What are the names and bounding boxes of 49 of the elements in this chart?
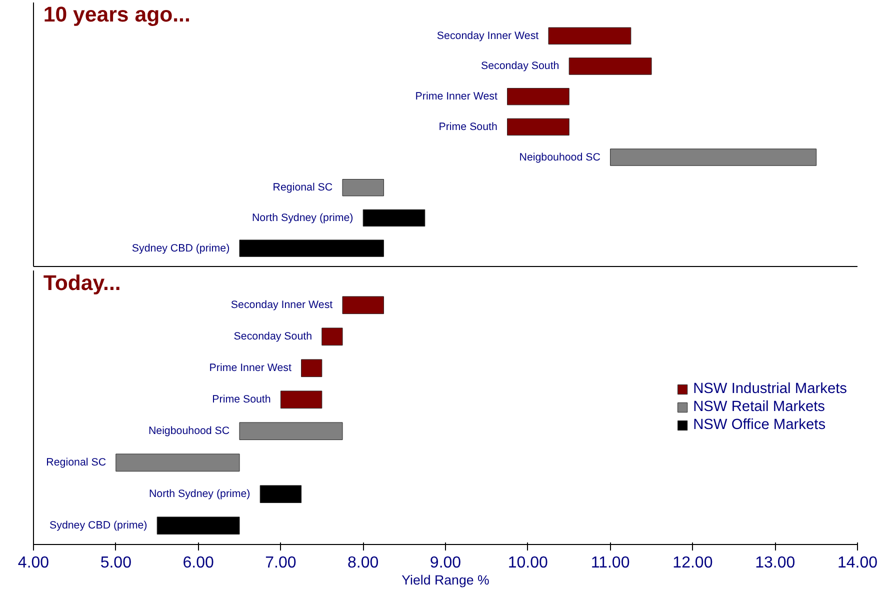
chart-title: Today... — [43, 271, 121, 296]
category-label: Seconday South — [234, 330, 312, 343]
category-label: Prime South — [212, 394, 271, 406]
bar — [116, 454, 240, 472]
category-label: Prime South — [438, 120, 498, 133]
category-label: Seconday Inner West — [230, 299, 333, 312]
bar — [280, 390, 322, 409]
category-label: Sydney CBD (prime) — [50, 520, 148, 532]
x-tick-label: 6.00 — [182, 554, 214, 572]
x-tick-label: 10.00 — [508, 554, 548, 572]
legend-label: NSW Retail Markets — [693, 399, 825, 415]
category-label: Seconday Inner West — [436, 30, 539, 42]
x-tick-label: 7.00 — [265, 554, 296, 572]
bar — [156, 516, 240, 535]
bar — [362, 209, 426, 227]
category-label: North Sydney (prime) — [148, 488, 250, 500]
category-label: Sydney CBD (prime) — [132, 242, 230, 254]
category-label: Seconday South — [481, 60, 560, 72]
bar — [260, 485, 302, 504]
bar — [342, 179, 384, 196]
x-tick-label: 4.00 — [18, 554, 50, 572]
x-tick-label: 13.00 — [755, 554, 796, 572]
category-label: Regional SC — [272, 182, 333, 194]
x-tick-label: 12.00 — [672, 554, 713, 572]
category-label: Neigbouhood SC — [519, 151, 600, 164]
x-tick-label: 8.00 — [348, 554, 379, 572]
x-tick-label: 9.00 — [430, 554, 462, 572]
bar — [568, 58, 652, 75]
bar — [322, 328, 343, 346]
x-tick-label: 11.00 — [590, 554, 630, 572]
legend-label: NSW Office Markets — [693, 417, 826, 433]
bar — [507, 118, 570, 136]
bar — [610, 148, 817, 166]
bar — [342, 296, 384, 314]
bar — [548, 27, 632, 44]
category-label: Regional SC — [46, 456, 106, 469]
category-label: Prime Inner West — [209, 362, 292, 374]
x-tick-label: 5.00 — [100, 554, 132, 572]
x-axis-title: Yield Range % — [402, 572, 490, 588]
x-tick-label: 14.00 — [837, 554, 878, 572]
category-label: Neigbouhood SC — [148, 425, 230, 438]
bar — [301, 359, 322, 378]
chart-title: 10 years ago... — [43, 2, 190, 27]
bar — [239, 240, 384, 257]
bar — [239, 422, 343, 440]
legend-label: NSW Industrial Markets — [693, 381, 847, 397]
category-label: Prime Inner West — [415, 90, 498, 103]
category-label: North Sydney (prime) — [252, 212, 354, 224]
bar — [507, 88, 570, 106]
